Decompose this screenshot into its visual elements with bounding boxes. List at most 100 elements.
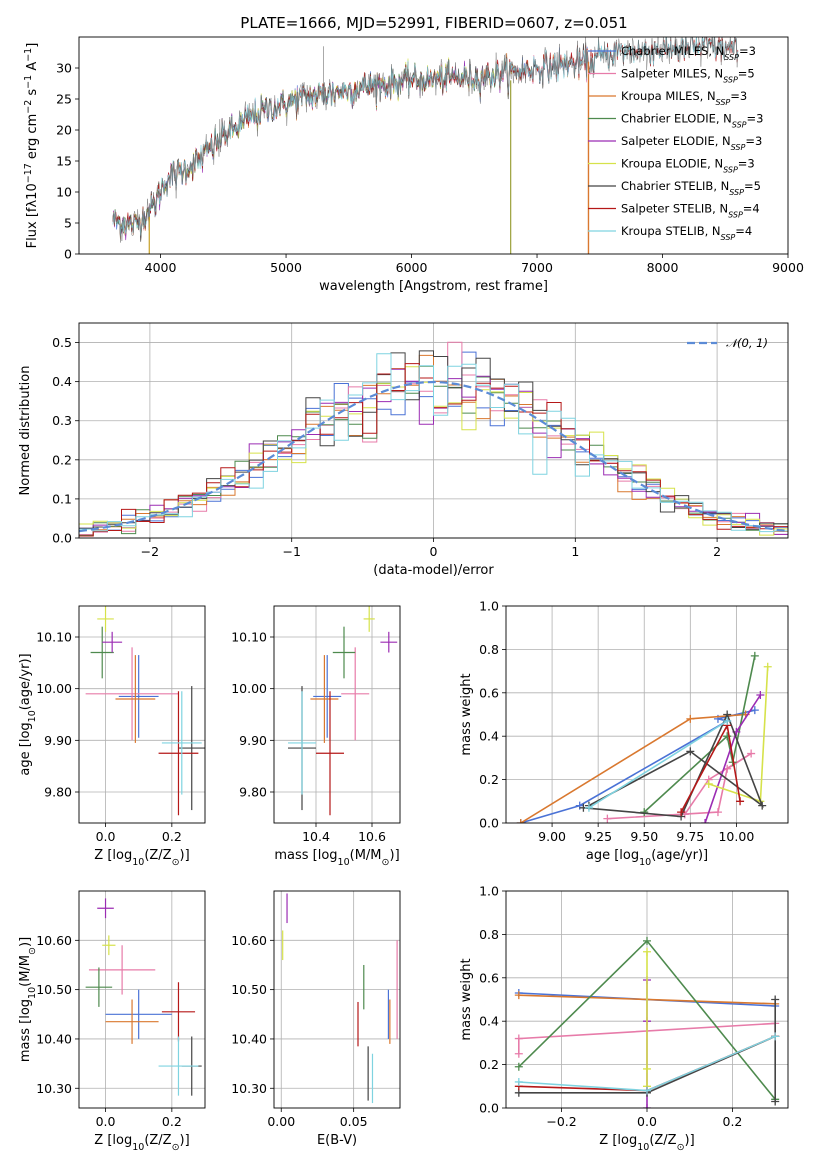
weight-marker bbox=[704, 779, 713, 788]
y-tick-label: 20 bbox=[56, 123, 72, 138]
x-tick-label: 9000 bbox=[772, 260, 804, 275]
y-tick-label: 0.0 bbox=[479, 1101, 499, 1116]
y-tick-label: 0.4 bbox=[52, 374, 72, 389]
y-tick-label: 30 bbox=[56, 61, 72, 76]
weight-marker bbox=[677, 808, 686, 817]
weight-marker bbox=[514, 1077, 523, 1086]
spectrum-line bbox=[112, 57, 513, 237]
axes-mass-vs-EBV: 0.00 0.05 10.30 10.40 10.50 10.60 E(B-V) bbox=[231, 890, 401, 1148]
y-tick-label: 10.10 bbox=[231, 630, 267, 645]
x-tick-label: 9.25 bbox=[584, 829, 612, 844]
x-tick-label: 0.2 bbox=[723, 1114, 743, 1129]
axes-frame bbox=[78, 605, 206, 824]
weight-marker bbox=[686, 714, 695, 723]
plot-area bbox=[112, 37, 739, 254]
axes-frame bbox=[78, 890, 206, 1109]
plot-area bbox=[85, 898, 202, 1096]
x-tick-label: −2 bbox=[141, 544, 159, 559]
y-tick-label: 0.2 bbox=[52, 452, 72, 467]
weight-marker bbox=[771, 1032, 780, 1041]
x-axis-label: Z [log10(Z/Z⊙)] bbox=[599, 1133, 694, 1153]
plot-area bbox=[85, 606, 205, 816]
x-tick-label: 9.00 bbox=[538, 829, 566, 844]
legend-label: Kroupa STELIB, NSSP=4 bbox=[621, 224, 752, 242]
x-axis-label: E(B-V) bbox=[317, 1133, 357, 1148]
x-axis-label: age [log10(age/yr)] bbox=[586, 848, 708, 868]
x-tick-label: 10.00 bbox=[718, 829, 754, 844]
plot-area bbox=[79, 341, 788, 538]
x-axis-label: Z [log10(Z/Z⊙)] bbox=[94, 848, 189, 868]
weight-marker bbox=[686, 747, 695, 756]
y-tick-label: 9.90 bbox=[44, 733, 72, 748]
y-tick-label: 10.10 bbox=[36, 630, 72, 645]
legend-label: Salpeter MILES, NSSP=5 bbox=[621, 67, 755, 85]
x-tick-label: 7000 bbox=[521, 260, 553, 275]
legend-label: Kroupa MILES, NSSP=3 bbox=[621, 89, 747, 107]
y-tick-label: 0.0 bbox=[479, 816, 499, 831]
legend: 𝒩(0, 1) bbox=[687, 336, 768, 350]
legend-label: Kroupa ELODIE, NSSP=3 bbox=[621, 157, 755, 175]
weight-marker bbox=[643, 936, 651, 945]
x-tick-label: 10.6 bbox=[358, 829, 386, 844]
x-tick-label: 0.0 bbox=[96, 1114, 116, 1129]
y-tick-label: 10.00 bbox=[231, 681, 267, 696]
y-tick-label: 10.40 bbox=[36, 1031, 72, 1046]
axes-frame bbox=[505, 890, 789, 1109]
weight-marker bbox=[514, 1049, 523, 1058]
legend-label: 𝒩(0, 1) bbox=[726, 336, 768, 350]
weight-line bbox=[607, 752, 752, 820]
weight-marker bbox=[584, 803, 593, 812]
weight-marker bbox=[723, 717, 732, 726]
y-tick-label: 9.90 bbox=[239, 733, 267, 748]
y-tick-label: 0.6 bbox=[479, 970, 499, 985]
x-tick-label: 1 bbox=[571, 544, 579, 559]
spectrum-line bbox=[112, 58, 513, 241]
y-tick-label: 0.2 bbox=[479, 772, 499, 787]
weight-marker bbox=[750, 706, 759, 715]
y-tick-label: 9.80 bbox=[44, 785, 72, 800]
weight-marker bbox=[771, 995, 780, 1004]
y-tick-label: 10.00 bbox=[36, 681, 72, 696]
weight-marker bbox=[603, 814, 612, 823]
weight-marker bbox=[771, 1097, 780, 1106]
weight-marker bbox=[514, 1034, 523, 1043]
y-tick-label: 0.2 bbox=[479, 1057, 499, 1072]
weight-marker bbox=[643, 947, 651, 956]
x-tick-label: −0.2 bbox=[546, 1114, 576, 1129]
weight-marker bbox=[514, 1062, 523, 1071]
y-tick-label: 0.1 bbox=[52, 491, 72, 506]
plot-area bbox=[514, 936, 780, 1108]
weight-marker bbox=[756, 690, 765, 699]
x-axis-label: (data-model)/error bbox=[373, 563, 494, 578]
y-axis-label: age [log10(age/yr)] bbox=[18, 653, 38, 775]
legend-label: Salpeter ELODIE, NSSP=3 bbox=[621, 134, 762, 152]
y-axis-label: Normed distribution bbox=[18, 366, 33, 496]
x-tick-label: 0.00 bbox=[267, 1114, 295, 1129]
y-tick-label: 10.30 bbox=[231, 1081, 267, 1096]
y-axis-label: Flux [fλ10−17 erg cm−2 s−1 A−1] bbox=[23, 43, 41, 249]
legend-label: Chabrier MILES, NSSP=3 bbox=[621, 44, 756, 62]
legend-label: Chabrier STELIB, NSSP=5 bbox=[621, 179, 761, 197]
x-tick-label: 2 bbox=[713, 544, 721, 559]
x-tick-label: 10.4 bbox=[302, 829, 330, 844]
x-tick-label: 0.2 bbox=[162, 829, 182, 844]
axes-frame bbox=[273, 890, 401, 1109]
weight-marker bbox=[514, 991, 523, 1000]
y-tick-label: 10.50 bbox=[231, 982, 267, 997]
y-tick-label: 9.80 bbox=[239, 785, 267, 800]
x-tick-label: 0.05 bbox=[340, 1114, 368, 1129]
x-tick-label: 6000 bbox=[396, 260, 428, 275]
axes-age-vs-Z: 0.0 0.2 9.80 9.90 10.00 10.10 Z [log10(Z/Z⊙)] a… bbox=[18, 605, 206, 868]
weight-marker bbox=[643, 1064, 651, 1073]
legend-label: Salpeter STELIB, NSSP=4 bbox=[621, 202, 760, 220]
y-tick-label: 0.8 bbox=[479, 927, 499, 942]
y-tick-label: 5 bbox=[64, 216, 72, 231]
weight-marker bbox=[643, 1086, 651, 1095]
axes-mass-vs-Z: 0.0 0.2 10.30 10.40 10.50 10.60 Z [log10(Z/Z⊙)… bbox=[18, 890, 206, 1153]
y-tick-label: 10.60 bbox=[36, 933, 72, 948]
x-tick-label: 9.75 bbox=[676, 829, 704, 844]
plot-area bbox=[516, 651, 772, 823]
weight-marker bbox=[701, 819, 710, 823]
y-tick-label: 1.0 bbox=[479, 599, 499, 614]
